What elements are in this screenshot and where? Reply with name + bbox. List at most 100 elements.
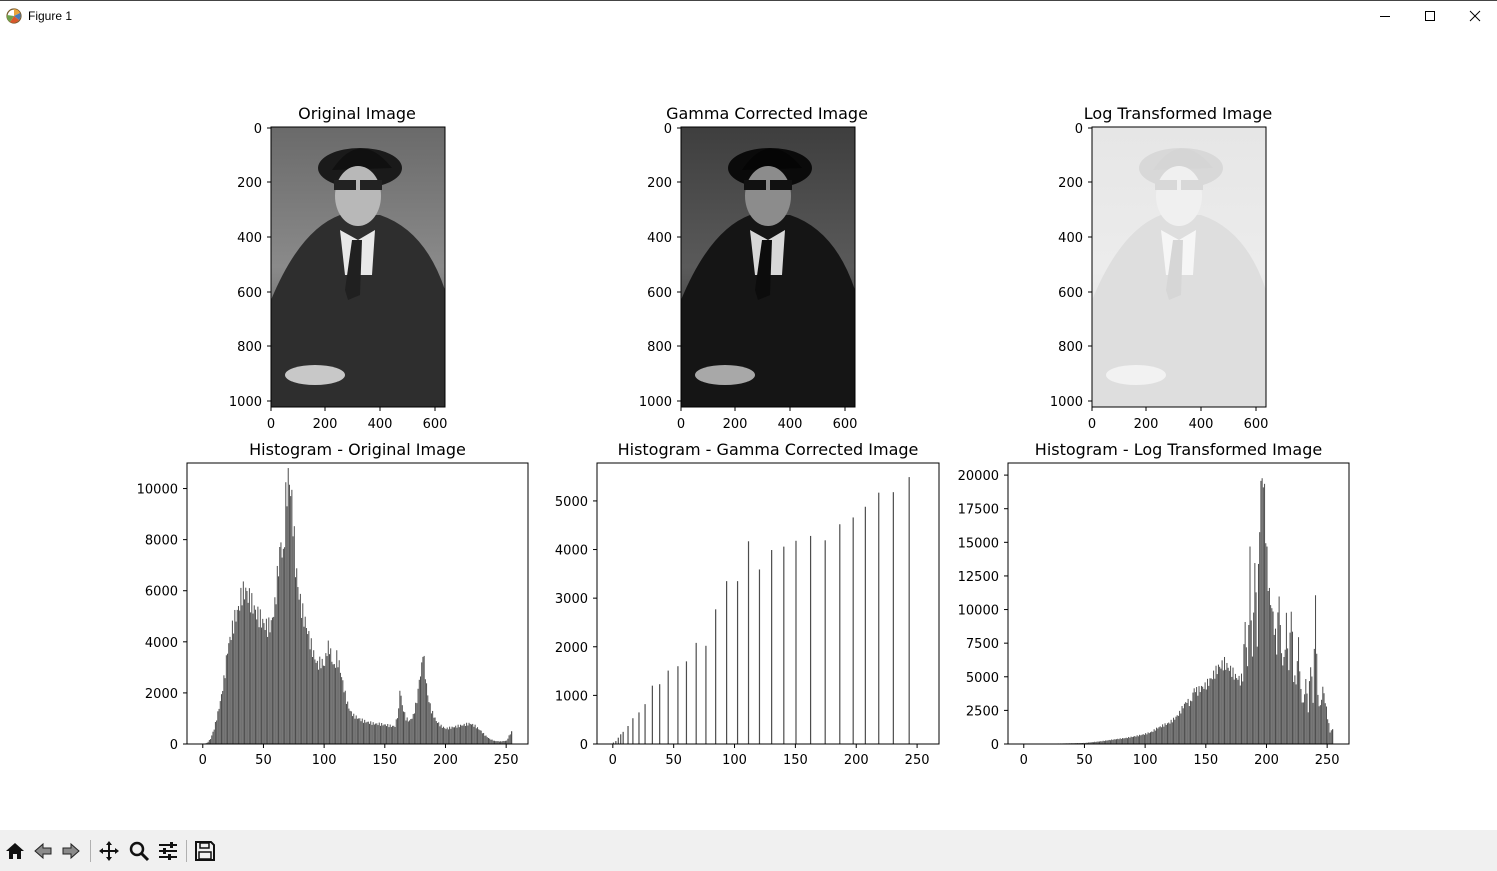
histogram-bar <box>1162 724 1164 744</box>
image-title: Original Image <box>298 104 416 123</box>
histogram-bar <box>436 722 438 744</box>
histogram-bar <box>1253 612 1255 744</box>
histogram-bar <box>426 683 428 744</box>
zoom-button[interactable] <box>126 838 152 864</box>
histogram-bar <box>1181 706 1183 744</box>
x-axis-ticks: 0 200 400 600 <box>267 407 447 432</box>
histogram-bar <box>1113 739 1115 744</box>
tick-label: 0 <box>664 122 672 137</box>
maximize-button[interactable] <box>1407 1 1453 31</box>
plot-frame <box>596 462 940 745</box>
histogram-bar <box>423 655 425 744</box>
histogram-bar <box>307 634 309 744</box>
forward-button[interactable] <box>58 838 84 864</box>
y-tick-label: 5000 <box>966 671 999 686</box>
window-titlebar: Figure 1 <box>0 0 1497 31</box>
histogram-bar <box>339 672 341 744</box>
histogram-bar <box>352 716 354 744</box>
histogram-bar <box>809 535 812 744</box>
histogram-bar <box>1317 694 1319 744</box>
histogram-bar <box>241 605 243 744</box>
histogram-bar <box>1261 478 1263 744</box>
histogram-bar <box>472 723 474 744</box>
figure-svg: Original Image 0 200 400 600 800 1000 <box>137 104 1350 768</box>
histogram-gamma: Histogram - Gamma Corrected Image 0 50 100 1… <box>555 440 940 768</box>
histogram-bar <box>1190 700 1192 744</box>
histogram-bar <box>1170 719 1172 744</box>
x-axis-ticks: 0 200 400 600 <box>1088 407 1268 432</box>
histogram-bar <box>298 599 300 744</box>
x-tick-label: 250 <box>494 753 519 768</box>
histogram-bar <box>747 541 750 744</box>
save-button[interactable] <box>192 838 218 864</box>
histogram-bar <box>310 638 312 744</box>
histogram-bar <box>364 719 366 744</box>
histogram-bar <box>1237 679 1239 744</box>
y-tick-label: 17500 <box>958 503 999 518</box>
back-button[interactable] <box>30 838 56 864</box>
histogram-bar <box>1169 723 1171 744</box>
histogram-bar <box>259 609 261 744</box>
histogram-bar <box>234 609 236 744</box>
histogram-bar <box>362 722 364 744</box>
histogram-bar <box>398 708 400 744</box>
histogram-bar <box>1324 703 1326 744</box>
histogram-bar <box>299 593 301 744</box>
histogram-bar <box>1226 662 1228 744</box>
histogram-bar <box>313 650 315 744</box>
close-button[interactable] <box>1452 1 1497 31</box>
histogram-bar <box>409 720 411 744</box>
histogram-bar <box>1117 738 1119 744</box>
histogram-bar <box>325 653 327 744</box>
histogram-bar <box>457 724 459 744</box>
histogram-bar <box>271 617 273 744</box>
minimize-button[interactable] <box>1362 1 1408 31</box>
histogram-bar <box>443 726 445 744</box>
histogram-bar <box>1146 734 1148 744</box>
histogram-bar <box>644 704 646 744</box>
histogram-bar <box>275 604 277 744</box>
histogram-bar <box>415 702 417 744</box>
histogram-bar <box>464 725 466 744</box>
x-tick-label: 200 <box>1254 753 1279 768</box>
configure-subplots-button[interactable] <box>155 838 181 864</box>
histogram-bar <box>1132 736 1135 744</box>
histogram-bar <box>1245 647 1247 744</box>
histogram-bar <box>677 666 679 744</box>
tick-label: 800 <box>237 340 262 355</box>
histogram-bar <box>446 727 448 744</box>
histogram-bar <box>370 721 372 744</box>
pan-button[interactable] <box>96 838 122 864</box>
histogram-bar <box>1175 716 1177 744</box>
home-button[interactable] <box>2 838 28 864</box>
histogram-bar <box>335 667 337 744</box>
histogram-bar <box>480 730 482 744</box>
histogram-bar <box>1289 632 1291 744</box>
histogram-bar <box>1183 703 1185 744</box>
maximize-icon <box>1425 11 1435 21</box>
tick-label: 800 <box>1058 340 1083 355</box>
histogram-bar <box>1196 687 1198 744</box>
figure-canvas[interactable]: Original Image 0 200 400 600 800 1000 <box>0 31 1497 830</box>
histogram-bar <box>1108 739 1110 744</box>
histogram-bar <box>1116 739 1118 744</box>
histogram-bar <box>1319 705 1321 744</box>
histogram-bar <box>667 670 669 744</box>
histogram-bar <box>1156 727 1158 744</box>
histogram-bar <box>1251 656 1253 744</box>
histogram-bar <box>366 721 368 744</box>
tick-label: 200 <box>1134 417 1159 432</box>
histogram-bar <box>1301 702 1303 744</box>
histogram-bar <box>1270 605 1272 744</box>
histogram-bar <box>451 726 453 744</box>
histogram-bar <box>1274 628 1276 744</box>
histogram-bar <box>504 740 506 744</box>
histogram-bar <box>290 496 292 744</box>
histogram-bar <box>1187 698 1189 744</box>
histogram-bar <box>1248 624 1250 744</box>
histogram-bar <box>1154 730 1156 744</box>
histogram-bar <box>1243 644 1245 744</box>
histogram-bar <box>1318 706 1320 744</box>
tick-label: 1000 <box>1050 395 1083 410</box>
histogram-bar <box>908 477 910 744</box>
